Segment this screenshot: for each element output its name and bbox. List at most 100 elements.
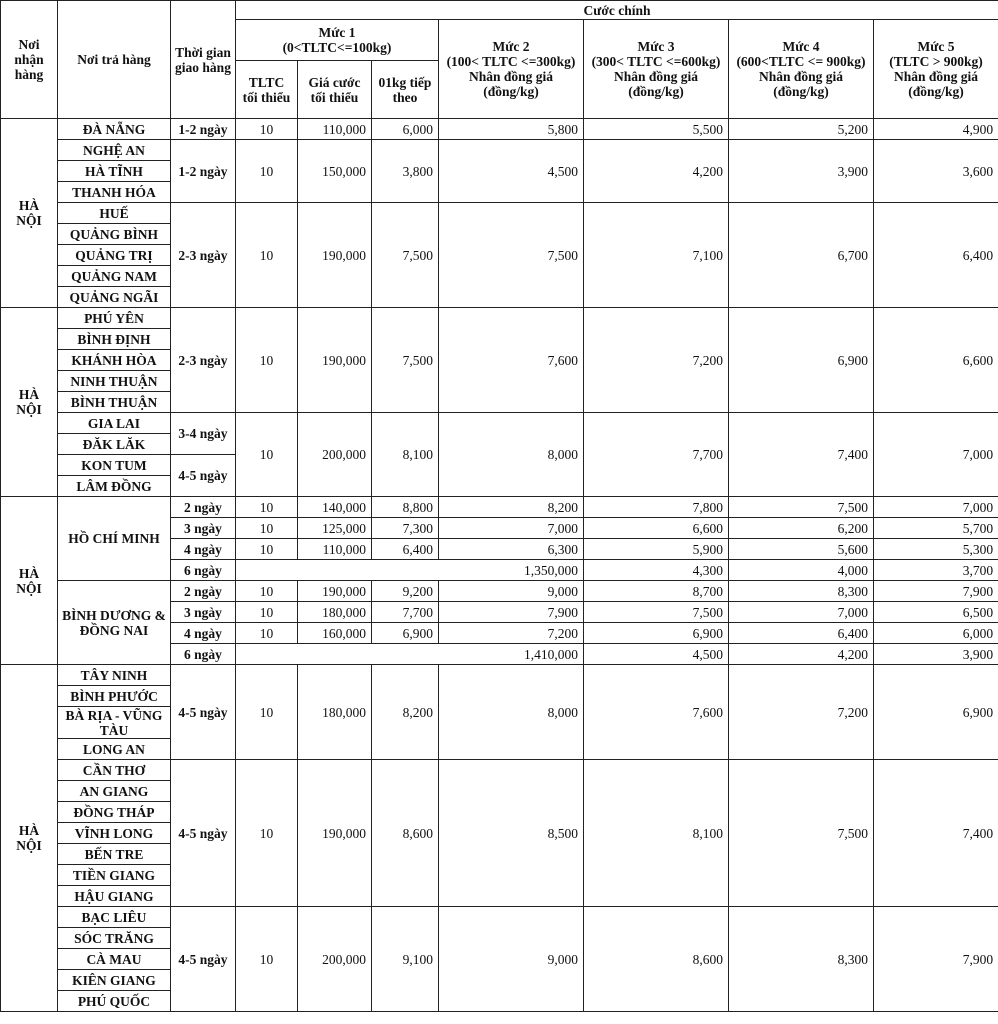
tier-3-price: 5,900: [583, 538, 729, 560]
destination-cell: CÀ MAU: [57, 948, 171, 970]
destination-cell: KHÁNH HÒA: [57, 349, 171, 371]
next-kg-price: 7,500: [371, 307, 439, 413]
destination-cell: PHÚ YÊN: [57, 307, 171, 329]
next-kg-price: 6,900: [371, 622, 439, 644]
table-row: HUẾ 2-3 ngày 10 190,000 7,500 7,500 7,100 6,700…: [1, 202, 998, 308]
tier-3-price: 8,100: [583, 759, 729, 907]
header-main-rate: Cước chính: [234, 0, 998, 20]
next-kg-price: 8,800: [371, 496, 439, 518]
delivery-time-cell: 3 ngày: [170, 601, 236, 623]
next-kg-price: 8,100: [371, 412, 439, 497]
tier-2-price: 7,000: [438, 517, 584, 539]
header-tier-2: Mức 2 (100< TLTC <=300kg) Nhân đồng giá (đồ…: [438, 19, 584, 119]
destination-cell: VĨNH LONG: [57, 822, 171, 844]
tier-5-price: 7,000: [872, 496, 998, 518]
min-weight: 10: [235, 601, 298, 623]
min-price: 190,000: [297, 307, 372, 413]
tier-4-price: 5,200: [728, 118, 874, 140]
tier-5-price: 7,900: [872, 580, 998, 602]
tier-2-price: 7,500: [438, 202, 584, 308]
destination-cell: QUẢNG TRỊ: [57, 244, 171, 266]
min-weight: 10: [235, 538, 298, 560]
tier-2-price: 9,000: [438, 906, 584, 1012]
tier-3-price: 8,700: [583, 580, 729, 602]
destination-cell: QUẢNG NGÃI: [57, 286, 171, 308]
tier-5-price: 7,900: [872, 906, 998, 1012]
table-row: HÀ NỘI ĐÀ NẴNG 1-2 ngày 10 110,000 6,000 5,800…: [0, 118, 998, 308]
destination-cell: KON TUM: [57, 454, 171, 476]
tier-2-price: 8,000: [438, 412, 584, 497]
tier-2-price: 8,200: [438, 496, 584, 518]
destination-cell: BÌNH THUẬN: [57, 391, 171, 413]
tier-5-price: 3,600: [872, 139, 998, 203]
table-row: HÀ NỘI PHÚ YÊN 2-3 ngày 10 190,000 7,500 7,600…: [0, 307, 998, 497]
tier-4-price: 4,200: [728, 643, 874, 665]
tier-2-price: 7,200: [438, 622, 584, 644]
tier-4-price: 5,600: [728, 538, 874, 560]
delivery-time-cell: 2-3 ngày: [170, 202, 236, 308]
tier-4-price: 7,000: [728, 601, 874, 623]
next-kg-price: 9,200: [371, 580, 439, 602]
tier-5-price: 3,900: [872, 643, 998, 665]
destination-cell: HUẾ: [57, 202, 171, 224]
tier-4-price: 7,500: [728, 496, 874, 518]
destination-cell: BẾN TRE: [57, 843, 171, 865]
min-price: 200,000: [297, 906, 372, 1012]
tier-3-price: 7,200: [583, 307, 729, 413]
destination-cell: HẬU GIANG: [57, 885, 171, 907]
tier-5-price: 6,400: [872, 202, 998, 308]
min-price: 160,000: [297, 622, 372, 644]
tier-2-price: 7,600: [438, 307, 584, 413]
delivery-time-cell: 2-3 ngày: [170, 307, 236, 413]
min-price: 150,000: [297, 139, 372, 203]
next-kg-price: 6,400: [371, 538, 439, 560]
header-next-kg: 01kg tiếp theo: [371, 60, 439, 119]
origin-cell: HÀ NỘI: [0, 118, 58, 308]
next-kg-price: 8,600: [371, 759, 439, 907]
tier-5-price: 6,600: [872, 307, 998, 413]
tier-5-price: 7,000: [872, 412, 998, 497]
tier-4-price: 4,000: [728, 559, 874, 581]
header-tier-4: Mức 4 (600<TLTC <= 900kg) Nhân đồng giá (đồ…: [728, 19, 874, 119]
tier-2-price: 9,000: [438, 580, 584, 602]
next-kg-price: 6,000: [371, 118, 439, 140]
destination-cell: QUẢNG BÌNH: [57, 223, 171, 245]
flat-price-cell: 1,350,000: [235, 559, 584, 581]
destination-cell: ĐÀ NẴNG: [57, 118, 171, 140]
table-row: TIỀN GIANG: [1, 864, 998, 886]
destination-cell: CẦN THƠ: [57, 759, 171, 781]
delivery-time-cell: 1-2 ngày: [170, 118, 236, 140]
rate-rows: HÀ NỘI ĐÀ NẴNG 1-2 ngày 10 110,000 6,000 5,800…: [0, 118, 998, 1012]
tier-5-price: 6,900: [872, 664, 998, 760]
next-kg-price: 8,200: [371, 664, 439, 760]
min-weight: 10: [235, 517, 298, 539]
tier-4-price: 6,200: [728, 517, 874, 539]
table-row: LÂM ĐỒNG: [1, 475, 998, 497]
min-weight: 10: [235, 307, 298, 413]
tier-3-price: 6,900: [583, 622, 729, 644]
table-row: HÀ NỘI HỒ CHÍ MINH 2 ngày 10 140,000 8,800 8,2…: [0, 496, 998, 665]
min-weight: 10: [235, 496, 298, 518]
table-row: BÌNH PHƯỚC: [1, 685, 998, 707]
tier-5-price: 5,300: [872, 538, 998, 560]
min-weight: 10: [235, 202, 298, 308]
table-row: HÀ NỘI TÂY NINH 4-5 ngày 10 180,000 8,200 8,00…: [0, 664, 998, 1012]
min-price: 110,000: [297, 118, 372, 140]
delivery-time-cell: 4-5 ngày: [170, 454, 236, 497]
tier-5-price: 5,700: [872, 517, 998, 539]
delivery-time-cell: 6 ngày: [170, 643, 236, 665]
delivery-time-cell: 6 ngày: [170, 559, 236, 581]
destination-cell: QUẢNG NAM: [57, 265, 171, 287]
destination-cell: BÀ RỊA - VŨNG TÀU: [57, 706, 171, 739]
min-price: 125,000: [297, 517, 372, 539]
origin-cell: HÀ NỘI: [0, 307, 58, 497]
tier-3-price: 7,500: [583, 601, 729, 623]
min-price: 110,000: [297, 538, 372, 560]
min-weight: 10: [235, 664, 298, 760]
table-row: NGHỆ AN 1-2 ngày 10 150,000 3,800 4,500 4,200 3…: [1, 139, 998, 203]
table-row: BÌNH THUẬN: [1, 391, 998, 413]
tier-2-price: 8,500: [438, 759, 584, 907]
table-row: 4 ngày 10 160,000 6,900 7,200 6,900 6,400 6,000: [1, 622, 998, 644]
table-row: KON TUM 4-5 ngày: [1, 454, 998, 497]
tier-3-price: 6,600: [583, 517, 729, 539]
